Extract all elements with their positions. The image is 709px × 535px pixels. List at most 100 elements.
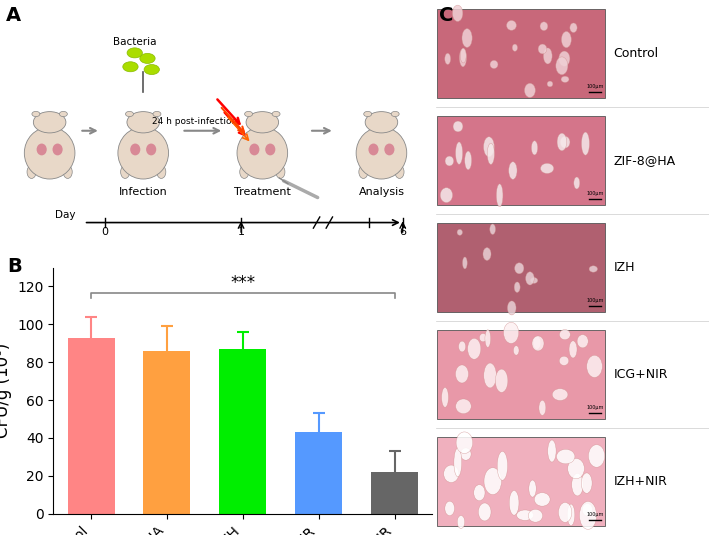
Ellipse shape xyxy=(124,138,133,149)
Ellipse shape xyxy=(362,138,372,149)
Ellipse shape xyxy=(265,143,275,155)
Ellipse shape xyxy=(442,387,449,407)
Ellipse shape xyxy=(515,263,524,274)
Text: 1: 1 xyxy=(238,227,245,237)
Bar xyxy=(295,432,342,514)
Text: Control: Control xyxy=(613,47,659,60)
Ellipse shape xyxy=(529,480,536,497)
Ellipse shape xyxy=(121,165,130,179)
Ellipse shape xyxy=(528,509,542,522)
Ellipse shape xyxy=(479,333,486,342)
Bar xyxy=(143,351,191,514)
Ellipse shape xyxy=(456,432,473,454)
Ellipse shape xyxy=(561,76,569,82)
Ellipse shape xyxy=(552,388,568,401)
Ellipse shape xyxy=(559,330,570,340)
Ellipse shape xyxy=(459,49,467,67)
Ellipse shape xyxy=(245,111,252,117)
Ellipse shape xyxy=(484,137,494,157)
Ellipse shape xyxy=(509,162,517,179)
Ellipse shape xyxy=(369,143,379,155)
Ellipse shape xyxy=(272,138,281,149)
Text: 6: 6 xyxy=(399,227,406,237)
Ellipse shape xyxy=(496,369,508,392)
Ellipse shape xyxy=(250,143,259,155)
Text: 100μm: 100μm xyxy=(586,85,603,89)
Ellipse shape xyxy=(559,502,572,522)
Ellipse shape xyxy=(568,458,584,479)
Ellipse shape xyxy=(567,504,575,526)
Ellipse shape xyxy=(24,127,75,179)
Ellipse shape xyxy=(462,257,467,269)
Ellipse shape xyxy=(497,452,508,480)
Ellipse shape xyxy=(240,165,249,179)
Ellipse shape xyxy=(243,138,252,149)
Text: B: B xyxy=(7,257,22,276)
Ellipse shape xyxy=(484,363,496,388)
Ellipse shape xyxy=(63,165,72,179)
Ellipse shape xyxy=(503,322,519,343)
Ellipse shape xyxy=(365,112,398,133)
Text: 100μm: 100μm xyxy=(586,513,603,517)
Bar xyxy=(437,9,605,98)
Text: 0: 0 xyxy=(101,227,108,237)
Ellipse shape xyxy=(483,248,491,261)
Bar xyxy=(437,223,605,312)
Ellipse shape xyxy=(130,143,140,155)
Bar xyxy=(437,437,605,526)
Ellipse shape xyxy=(509,491,519,515)
Ellipse shape xyxy=(359,165,368,179)
Ellipse shape xyxy=(496,184,503,207)
Ellipse shape xyxy=(462,28,472,48)
Ellipse shape xyxy=(569,341,577,358)
Ellipse shape xyxy=(27,165,36,179)
Ellipse shape xyxy=(153,138,162,149)
Ellipse shape xyxy=(60,111,67,117)
Ellipse shape xyxy=(532,336,544,351)
Ellipse shape xyxy=(539,400,546,415)
Ellipse shape xyxy=(460,448,471,460)
Ellipse shape xyxy=(557,449,575,464)
Text: ICG+NIR: ICG+NIR xyxy=(613,368,668,381)
Ellipse shape xyxy=(540,22,548,30)
Ellipse shape xyxy=(559,356,569,365)
Ellipse shape xyxy=(579,501,596,529)
Text: ***: *** xyxy=(230,274,255,293)
Ellipse shape xyxy=(514,282,520,293)
Ellipse shape xyxy=(440,188,452,203)
Ellipse shape xyxy=(459,341,466,352)
Ellipse shape xyxy=(153,111,161,117)
Ellipse shape xyxy=(52,143,62,155)
Ellipse shape xyxy=(127,112,160,133)
Ellipse shape xyxy=(456,142,463,164)
Ellipse shape xyxy=(384,143,394,155)
Ellipse shape xyxy=(37,143,47,155)
Ellipse shape xyxy=(556,57,568,75)
Ellipse shape xyxy=(513,346,519,355)
Ellipse shape xyxy=(574,177,580,189)
Ellipse shape xyxy=(571,473,584,496)
Text: A: A xyxy=(6,5,21,25)
Ellipse shape xyxy=(445,54,451,64)
Text: Analysis: Analysis xyxy=(359,187,404,197)
Text: 24 h post-infection: 24 h post-infection xyxy=(152,117,237,126)
Ellipse shape xyxy=(30,138,40,149)
Ellipse shape xyxy=(530,278,537,284)
Ellipse shape xyxy=(588,445,605,467)
Circle shape xyxy=(123,62,138,72)
Ellipse shape xyxy=(456,399,471,414)
Ellipse shape xyxy=(543,48,552,64)
Text: ZIF-8@HA: ZIF-8@HA xyxy=(613,154,676,167)
Ellipse shape xyxy=(513,44,518,51)
Ellipse shape xyxy=(364,111,372,117)
Ellipse shape xyxy=(589,266,598,272)
Bar xyxy=(67,338,115,514)
Ellipse shape xyxy=(557,133,566,151)
Ellipse shape xyxy=(453,121,463,132)
Ellipse shape xyxy=(586,355,603,377)
Ellipse shape xyxy=(560,136,570,148)
Bar xyxy=(371,472,418,514)
Ellipse shape xyxy=(454,448,462,477)
Ellipse shape xyxy=(445,156,454,166)
Circle shape xyxy=(144,65,160,74)
